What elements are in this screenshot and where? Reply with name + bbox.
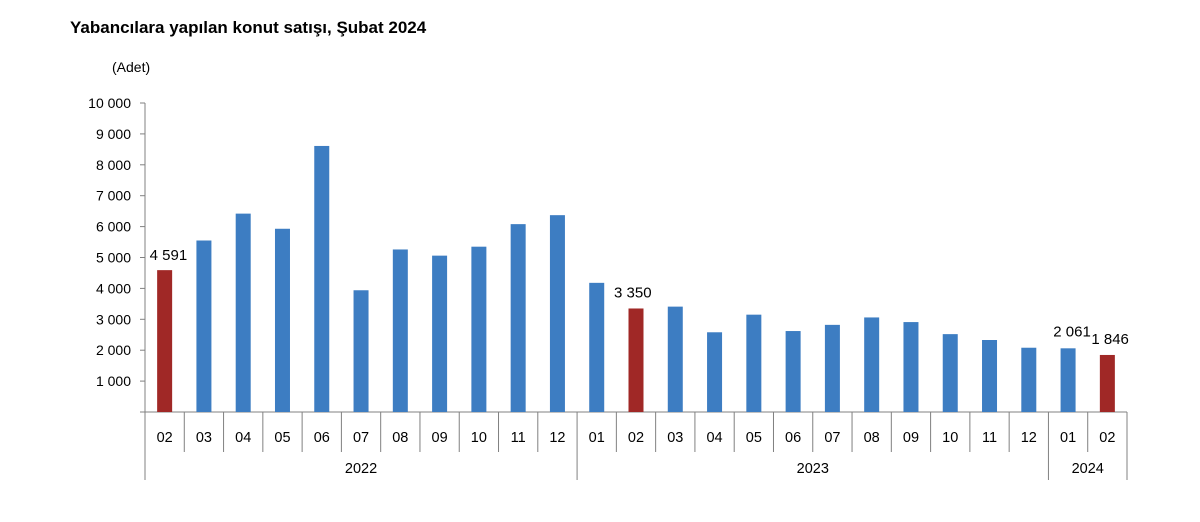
bar <box>1099 354 1115 412</box>
x-tick-label: 05 <box>746 430 762 446</box>
x-tick-label: 06 <box>785 430 801 446</box>
y-tick-label: 1 000 <box>96 373 131 389</box>
x-tick-label: 10 <box>942 430 958 446</box>
bar <box>471 246 487 412</box>
data-label: 2 061 <box>1053 323 1091 340</box>
bar <box>314 145 330 413</box>
x-tick-label: 06 <box>314 430 330 446</box>
bar <box>1021 347 1037 412</box>
y-tick-label: 8 000 <box>96 157 131 173</box>
y-tick-label: 4 000 <box>96 280 131 296</box>
x-tick-label: 03 <box>196 430 212 446</box>
bar <box>235 213 251 412</box>
bar <box>667 306 683 412</box>
year-label: 2022 <box>345 461 377 477</box>
x-tick-label: 08 <box>392 430 408 446</box>
data-label: 4 591 <box>150 247 188 264</box>
x-tick-label: 01 <box>1060 430 1076 446</box>
x-tick-label: 07 <box>353 430 369 446</box>
unit-label: (Adet) <box>112 59 150 75</box>
bar <box>196 240 212 412</box>
x-tick-label: 02 <box>1099 430 1115 446</box>
bar <box>157 270 173 412</box>
x-tick-label: 12 <box>1021 430 1037 446</box>
y-tick-label: 10 000 <box>88 95 131 111</box>
bar <box>432 255 448 412</box>
x-tick-label: 03 <box>667 430 683 446</box>
x-tick-label: 02 <box>628 430 644 446</box>
data-label: 3 350 <box>614 284 652 301</box>
y-tick-label: 3 000 <box>96 311 131 327</box>
x-tick-label: 02 <box>157 430 173 446</box>
bar <box>589 282 605 412</box>
bar <box>549 215 565 412</box>
x-tick-label: 08 <box>864 430 880 446</box>
y-tick-label: 5 000 <box>96 250 131 266</box>
bar <box>824 324 840 412</box>
x-tick-label: 10 <box>471 430 487 446</box>
y-tick-label: 7 000 <box>96 188 131 204</box>
bar <box>942 334 958 412</box>
bar <box>274 228 290 412</box>
data-label: 1 846 <box>1091 331 1129 348</box>
x-tick-label: 01 <box>589 430 605 446</box>
plot-area: 1 000 2 000 3 000 4 000 5 000 6 000 7 000 8 000… <box>88 95 1129 480</box>
x-tick-label: 07 <box>824 430 840 446</box>
bar <box>982 340 998 412</box>
y-tick-label: 9 000 <box>96 126 131 142</box>
x-tick-label: 05 <box>274 430 290 446</box>
x-tick-label: 04 <box>235 430 251 446</box>
bar <box>1060 348 1076 412</box>
bar <box>785 331 801 412</box>
x-tick-label: 09 <box>432 430 448 446</box>
y-tick-label: 6 000 <box>96 219 131 235</box>
year-label: 2024 <box>1072 461 1104 477</box>
bar <box>864 317 880 412</box>
bar <box>903 322 919 412</box>
x-tick-label: 11 <box>511 430 526 446</box>
x-tick-label: 12 <box>549 430 565 446</box>
bar <box>707 332 723 412</box>
x-tick-label: 11 <box>982 430 997 446</box>
bar <box>510 224 526 412</box>
y-tick-label: 2 000 <box>96 342 131 358</box>
bar <box>353 290 369 412</box>
x-tick-label: 04 <box>706 430 722 446</box>
bar <box>392 249 408 412</box>
bar <box>628 308 644 412</box>
bar <box>746 314 762 412</box>
year-label: 2023 <box>797 461 829 477</box>
chart-title: Yabancılara yapılan konut satışı, Şubat … <box>70 18 427 37</box>
x-tick-label: 09 <box>903 430 919 446</box>
